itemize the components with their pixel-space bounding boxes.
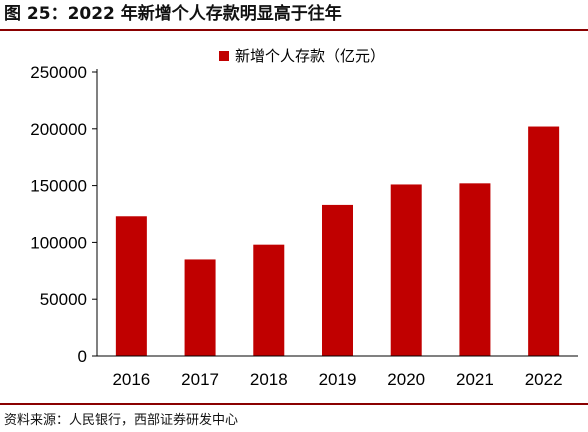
- x-axis-ticks: 2016 2017 2018 2019 2020 2021 2022: [112, 370, 562, 389]
- x-tick-label: 2022: [525, 370, 563, 389]
- x-tick-label: 2021: [456, 370, 494, 389]
- legend-swatch: [219, 51, 229, 61]
- bar-2016: [115, 216, 147, 356]
- bar-chart: 新增个人存款（亿元） 0 50000 100000 150000 200000 25000…: [30, 48, 578, 389]
- x-tick-label: 2018: [250, 370, 288, 389]
- y-tick-label: 250000: [30, 63, 87, 82]
- y-tick-label: 100000: [30, 233, 87, 252]
- x-tick-label: 2017: [181, 370, 219, 389]
- bar-2020: [390, 184, 422, 356]
- y-tick-label: 0: [78, 347, 87, 366]
- title-divider: [0, 29, 588, 31]
- footer-divider: [0, 403, 588, 405]
- bar-2019: [322, 204, 353, 356]
- bar-2017: [184, 259, 216, 356]
- bar-2021: [459, 183, 491, 356]
- x-tick-label: 2019: [319, 370, 357, 389]
- y-tick-label: 50000: [40, 290, 87, 309]
- x-tick-label: 2016: [112, 370, 150, 389]
- bar-2022: [528, 126, 560, 356]
- y-axis-ticks: 0 50000 100000 150000 200000 250000: [30, 63, 97, 366]
- y-tick-label: 200000: [30, 120, 87, 139]
- x-tick-label: 2020: [387, 370, 425, 389]
- legend-label: 新增个人存款（亿元）: [235, 48, 385, 65]
- bar-2018: [253, 244, 285, 356]
- bars: [115, 126, 560, 356]
- y-tick-label: 150000: [30, 177, 87, 196]
- figure-title: 图 25：2022 年新增个人存款明显高于往年: [4, 4, 342, 24]
- source-note: 资料来源：人民银行，西部证券研发中心: [4, 413, 239, 428]
